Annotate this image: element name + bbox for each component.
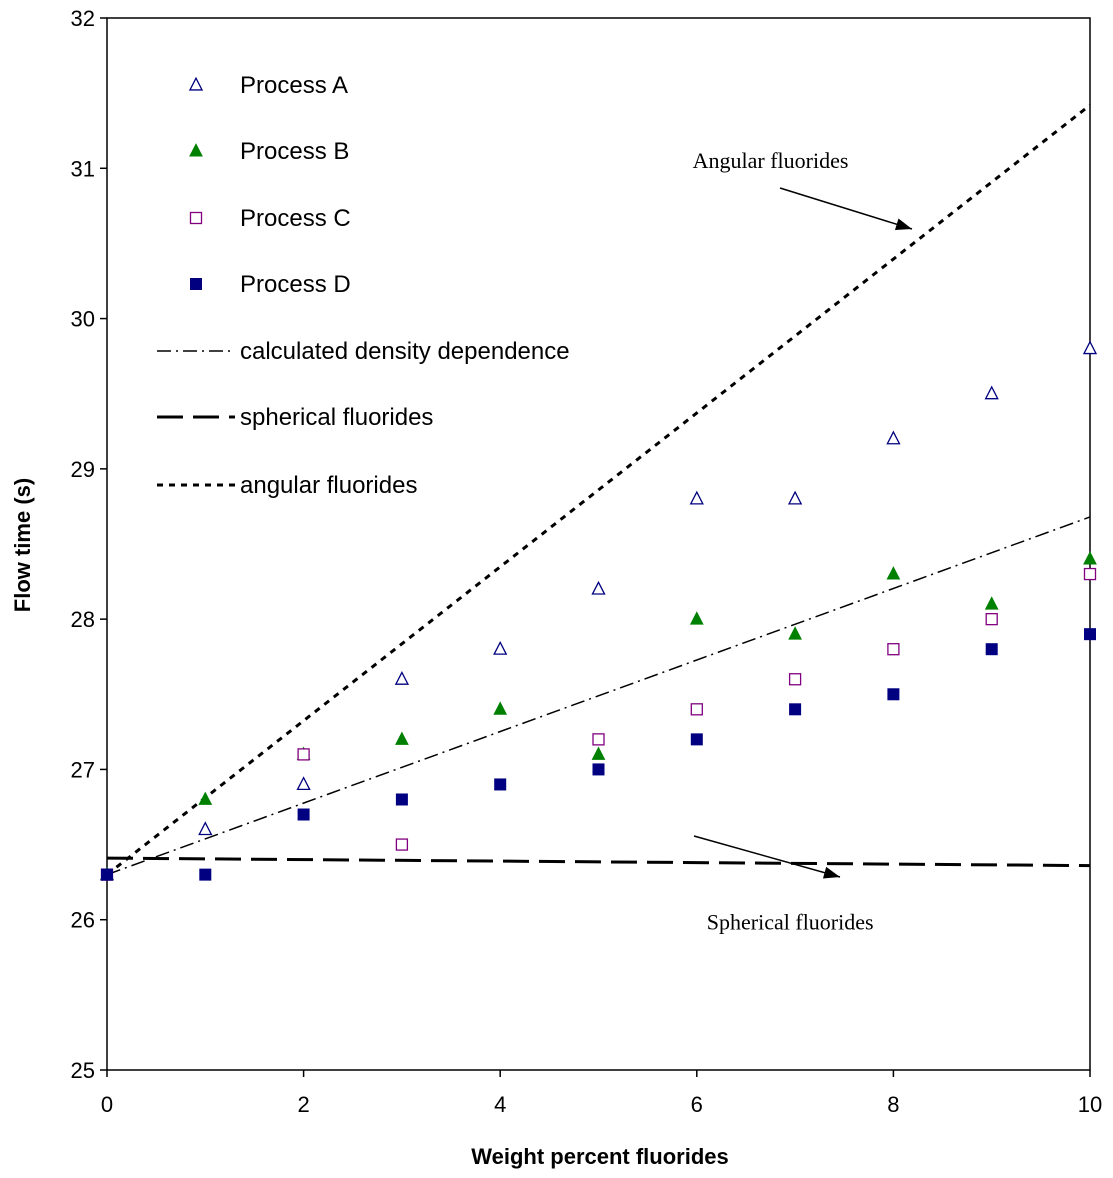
data-point-process-b (591, 746, 606, 760)
x-tick-label: 4 (494, 1092, 506, 1117)
series-line-calculated-density-dependence (106, 516, 1091, 876)
legend-label: Process C (240, 205, 351, 232)
data-point-process-d (887, 688, 900, 701)
data-point-process-c (788, 673, 802, 686)
axes: 25 26 27 28 29 30 31 32 0 2 4 6 8 10 (71, 6, 1103, 1117)
x-tick-label: 8 (887, 1092, 899, 1117)
data-point-process-a (591, 580, 606, 595)
data-point-process-d (1084, 628, 1096, 641)
data-point-process-d (395, 793, 408, 806)
x-tick-label: 6 (691, 1092, 703, 1117)
legend-marker (190, 278, 202, 290)
legend-marker (188, 76, 204, 91)
annotation-label: Angular fluorides (693, 148, 849, 173)
series-line-angular-fluorides (106, 103, 1091, 876)
annotation-arrowhead (822, 866, 840, 879)
data-point-process-b (788, 626, 802, 640)
data-point-process-b (1083, 551, 1097, 565)
data-point-process-b (984, 596, 999, 610)
data-point-process-a (689, 490, 704, 505)
legend-marker (189, 143, 203, 157)
data-point-process-a (394, 671, 410, 685)
data-point-process-c (395, 838, 409, 851)
data-point-process-d (494, 778, 507, 791)
y-tick-label: 32 (71, 6, 95, 31)
x-tick-label: 0 (101, 1092, 113, 1117)
annotations: Angular fluorides Spherical fluorides (693, 148, 913, 935)
data-point-process-a (1082, 340, 1098, 355)
data-point-process-d (101, 868, 113, 881)
data-point-process-d (690, 733, 703, 746)
x-axis-title: Weight percent fluorides (471, 1144, 729, 1169)
legend-label: Process A (240, 72, 348, 99)
x-tick-label: 10 (1078, 1092, 1102, 1117)
data-point-process-c (1083, 567, 1097, 581)
data-point-process-b (493, 701, 508, 715)
data-point-process-d (199, 868, 212, 881)
data-point-process-d (592, 763, 605, 776)
y-tick-label: 31 (71, 156, 95, 181)
data-point-process-c (592, 733, 605, 746)
data-point-process-a (493, 640, 508, 655)
data-point-process-d (297, 808, 310, 821)
data-point-process-a (984, 385, 999, 400)
data-point-process-c (690, 703, 703, 716)
y-tick-label: 28 (71, 607, 95, 632)
y-tick-label: 27 (71, 757, 95, 782)
data-point-process-b (689, 611, 704, 625)
series-line-spherical-fluorides (106, 856, 1091, 868)
y-axis-title: Flow time (s) (10, 478, 35, 612)
data-point-process-d (985, 643, 998, 656)
legend-label: spherical fluorides (240, 404, 433, 431)
data-point-process-a (787, 490, 803, 505)
data-point-process-a (198, 821, 213, 836)
legend-label: calculated density dependence (240, 338, 570, 365)
series-lines (106, 103, 1091, 876)
data-point-process-b (395, 731, 409, 745)
y-tick-label: 30 (71, 307, 95, 332)
legend: Process A Process B Process C Process D calc… (157, 72, 570, 499)
plot-frame (106, 17, 1091, 1071)
legend-label: angular fluorides (240, 472, 417, 499)
data-point-process-a (296, 776, 311, 791)
annotation-arrow (693, 835, 841, 878)
data-point-process-c (887, 643, 900, 656)
annotation-arrow (779, 187, 913, 230)
annotation-label: Spherical fluorides (707, 910, 874, 935)
legend-label: Process B (240, 138, 349, 165)
annotation-arrowhead (894, 218, 912, 230)
y-tick-label: 29 (71, 457, 95, 482)
legend-label: Process D (240, 271, 351, 298)
data-point-process-c (297, 748, 310, 761)
series-points (99, 340, 1098, 881)
legend-marker (189, 211, 203, 225)
data-point-process-c (985, 612, 998, 626)
data-point-process-b (198, 791, 213, 805)
y-tick-label: 25 (71, 1058, 95, 1083)
data-point-process-b (886, 566, 901, 580)
data-point-process-a (886, 430, 901, 445)
data-point-process-d (789, 703, 802, 716)
y-tick-label: 26 (71, 908, 95, 933)
x-tick-label: 2 (297, 1092, 309, 1117)
